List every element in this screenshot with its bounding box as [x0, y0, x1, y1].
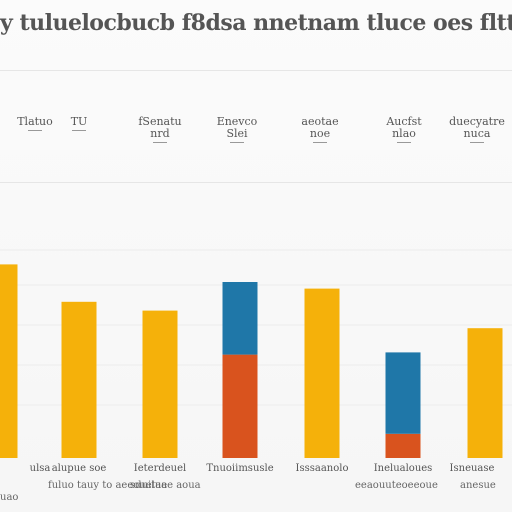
x-label-0: ulsa — [29, 463, 51, 474]
header-divider-bottom — [0, 182, 512, 183]
footnote-2: sduitaae aoua — [130, 480, 201, 491]
chart-footnotes: uao fuluo tauy to aeeouelue sduitaae aoua e… — [0, 478, 512, 508]
bar-5-series-2 — [385, 352, 421, 434]
column-header-5: Aucfst nlao — [369, 116, 439, 143]
column-header-rule — [313, 142, 327, 143]
column-header-rule — [397, 142, 411, 143]
bar-2-series-0 — [142, 310, 178, 458]
bar-4-series-0 — [304, 288, 340, 458]
column-header-rule — [72, 130, 86, 131]
bar-3-series-2 — [222, 282, 258, 355]
x-label-3: Tnuoiimsusle — [206, 463, 274, 474]
bar-6-series-0 — [467, 328, 503, 458]
x-label-5: Inelualoues — [373, 463, 433, 474]
footnote-4: anesue — [460, 480, 496, 491]
bar-0-series-0 — [0, 264, 18, 458]
chart-title: y tuluelocbucb f8dsa nnetnam tluce oes f… — [0, 10, 512, 36]
footnote-0: uao — [0, 492, 19, 503]
column-header-6: duecyatre nuca — [442, 116, 512, 143]
bar-5-series-1 — [385, 433, 421, 458]
column-header-4: aeotae noe — [285, 116, 355, 143]
column-header-rule — [230, 142, 244, 143]
column-header-3: Enevco Slei — [202, 116, 272, 143]
column-header-rule — [470, 142, 484, 143]
column-header-2: fSenatu nrd — [125, 116, 195, 143]
bar-1-series-0 — [61, 301, 97, 458]
footnote-3: eeaouuteoeeoue — [355, 480, 438, 491]
column-header-1: TU — [44, 116, 114, 131]
bars — [0, 264, 503, 458]
x-label-1: alupue soe — [51, 463, 107, 474]
column-header-0: Tlatuo — [0, 116, 70, 131]
x-label-4: Isssaanolo — [295, 463, 349, 474]
x-label-6: Isneuase — [449, 463, 495, 474]
x-label-2: Ieterdeuel — [133, 463, 187, 474]
column-header-rule — [153, 142, 167, 143]
bar-3-series-1 — [222, 354, 258, 458]
header-divider-top — [0, 70, 512, 71]
footnote-1: fuluo tauy to aeeouelue — [48, 480, 168, 491]
column-header-rule — [28, 130, 42, 131]
